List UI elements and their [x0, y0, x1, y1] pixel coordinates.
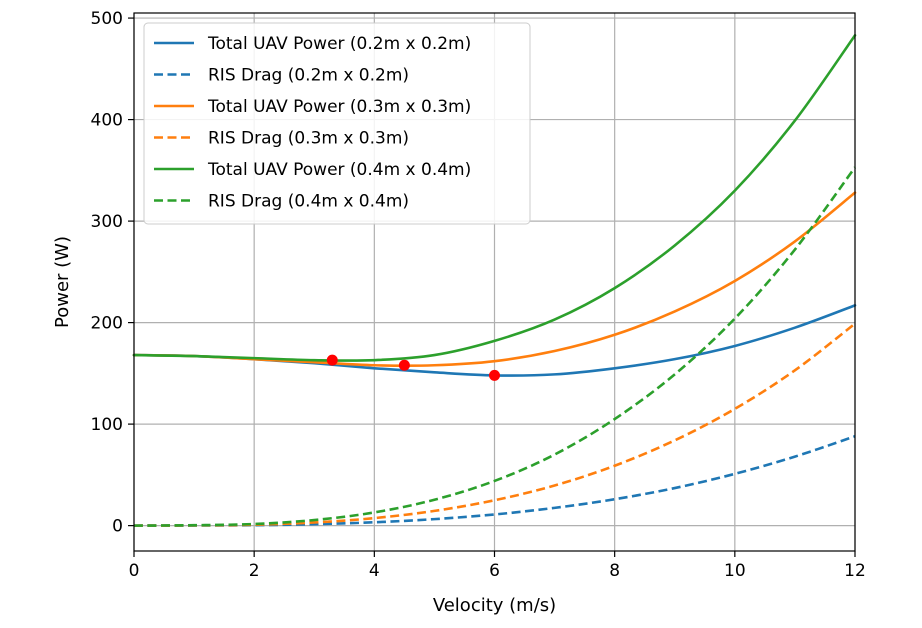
y-tick-label: 0: [112, 517, 123, 537]
legend-label-1: Total UAV Power (0.2m x 0.2m): [207, 34, 471, 54]
legend-box: [143, 22, 531, 225]
legend-label-6: RIS Drag (0.4m x 0.4m): [208, 192, 409, 212]
x-tick-label: 8: [609, 561, 620, 581]
legend-label-5: Total UAV Power (0.4m x 0.4m): [207, 160, 471, 180]
axis-ticks: 0 2 4 6 8 10 12 0 100 200 300 400 500: [91, 9, 866, 581]
optimal-point-marker-3: [489, 369, 500, 381]
legend-label-4: RIS Drag (0.3m x 0.3m): [208, 129, 409, 149]
y-tick-label: 400: [91, 111, 123, 131]
y-tick-label: 500: [91, 9, 123, 29]
y-tick-label: 100: [91, 415, 123, 435]
optimal-markers: [326, 354, 500, 381]
x-tick-label: 0: [129, 561, 140, 581]
legend-label-2: RIS Drag (0.2m x 0.2m): [208, 66, 409, 86]
series-line-5: [132, 34, 857, 362]
legend: Total UAV Power (0.2m x 0.2m) RIS Drag (0…: [143, 22, 531, 225]
x-tick-label: 2: [249, 561, 260, 581]
series-line-4: [133, 322, 856, 527]
optimal-point-marker-2: [398, 359, 410, 371]
optimal-point-marker-1: [326, 354, 338, 366]
legend-label-3: Total UAV Power (0.3m x 0.3m): [207, 97, 471, 117]
y-tick-label: 200: [91, 314, 123, 334]
y-axis-label: Power (W): [52, 236, 73, 328]
x-tick-label: 6: [489, 561, 500, 581]
y-tick-label: 300: [91, 212, 123, 232]
x-tick-label: 4: [369, 561, 380, 581]
x-tick-label: 10: [724, 561, 746, 581]
x-axis-label: Velocity (m/s): [433, 595, 556, 616]
x-tick-label: 12: [844, 561, 866, 581]
series-line-6: [133, 166, 857, 527]
